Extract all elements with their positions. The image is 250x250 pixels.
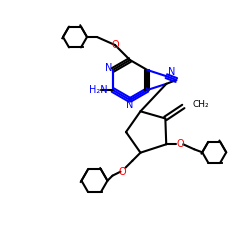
Text: O: O (119, 167, 126, 177)
Text: O: O (111, 40, 119, 50)
Text: N: N (105, 63, 112, 73)
Text: N: N (168, 67, 175, 77)
Text: O: O (176, 139, 184, 149)
Text: H₂N: H₂N (89, 85, 108, 95)
Text: CH₂: CH₂ (192, 100, 209, 109)
Text: N: N (126, 100, 134, 110)
